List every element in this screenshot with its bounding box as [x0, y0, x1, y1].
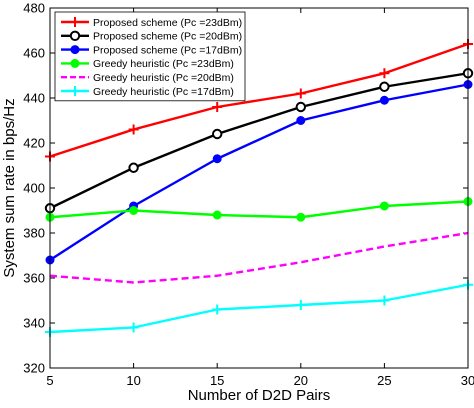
- data-point: [379, 295, 390, 306]
- x-tick-label: 30: [461, 373, 474, 388]
- data-point: [212, 154, 222, 164]
- legend-entry: Proposed scheme (Pc =17dBm): [61, 44, 242, 56]
- x-tick-label: 10: [126, 373, 140, 388]
- data-point: [379, 81, 390, 92]
- series-line: [49, 231, 469, 284]
- y-tick-label: 440: [23, 91, 45, 106]
- data-point: [212, 304, 223, 315]
- series-line: [49, 72, 469, 210]
- data-point: [296, 116, 306, 125]
- data-point: [70, 45, 80, 55]
- series-2: [45, 80, 473, 265]
- series-5: [45, 279, 473, 337]
- series-line: [49, 283, 469, 334]
- x-axis-label: Number of D2D Pairs: [188, 387, 331, 404]
- series-line: [49, 83, 469, 262]
- legend-label: Greedy heuristic (Pc =17dBm): [93, 86, 234, 98]
- data-point: [295, 101, 306, 113]
- data-point: [128, 124, 139, 135]
- data-point: [128, 322, 139, 333]
- x-tick-label: 20: [294, 373, 308, 388]
- data-point: [70, 17, 80, 27]
- x-tick-label: 15: [210, 373, 224, 388]
- data-point: [69, 30, 81, 41]
- legend: Proposed scheme (Pc =23dBm) Proposed sche…: [54, 11, 246, 102]
- series-3: [45, 197, 473, 222]
- data-point: [295, 300, 306, 310]
- tick-layer: 5 10 15 20 25 30 320 340 360 380 400 420 440 460 480: [23, 1, 474, 389]
- data-point: [379, 95, 389, 105]
- y-tick-label: 360: [23, 271, 45, 286]
- legend-entry: Proposed scheme (Pc =20dBm): [61, 30, 242, 43]
- legend-entry: Greedy heuristic (Pc =20dBm): [61, 72, 234, 84]
- series-4: [49, 231, 469, 284]
- y-tick-label: 320: [23, 361, 45, 376]
- legend-label: Proposed scheme (Pc =17dBm): [93, 44, 242, 56]
- x-tick-label: 25: [377, 373, 391, 388]
- legend-label: Greedy heuristic (Pc =23dBm): [93, 58, 234, 70]
- legend-label: Greedy heuristic (Pc =20dBm): [93, 72, 234, 84]
- legend-box: [54, 11, 246, 102]
- data-point: [295, 88, 306, 99]
- series-line: [49, 200, 469, 219]
- data-point: [296, 212, 306, 222]
- plot-frame: [49, 7, 469, 369]
- x-tick-label: 5: [46, 373, 53, 388]
- y-axis-label: System sum rate in bps/Hz: [1, 98, 18, 277]
- y-tick-label: 460: [23, 46, 45, 61]
- legend-label: Proposed scheme (Pc =23dBm): [93, 17, 242, 29]
- y-tick-label: 400: [23, 181, 45, 196]
- series-line: [49, 42, 469, 158]
- legend-entry: Greedy heuristic (Pc =23dBm): [61, 58, 234, 70]
- legend-entry: Greedy heuristic (Pc =17dBm): [61, 86, 234, 98]
- y-tick-label: 380: [23, 226, 45, 241]
- data-point: [212, 102, 223, 112]
- data-point: [379, 68, 390, 79]
- y-tick-label: 420: [23, 136, 45, 151]
- legend-entry: Proposed scheme (Pc =23dBm): [61, 17, 242, 29]
- data-point: [212, 210, 222, 220]
- series-1: [44, 68, 474, 214]
- data-point: [70, 86, 80, 96]
- data-point: [70, 58, 80, 68]
- data-point: [129, 206, 139, 215]
- series-layer: [44, 39, 474, 337]
- legend-label: Proposed scheme (Pc =20dBm): [93, 31, 242, 43]
- data-point: [379, 201, 389, 211]
- y-tick-label: 480: [23, 1, 45, 16]
- y-tick-label: 340: [23, 316, 45, 331]
- data-point: [212, 128, 223, 140]
- data-point: [128, 162, 139, 173]
